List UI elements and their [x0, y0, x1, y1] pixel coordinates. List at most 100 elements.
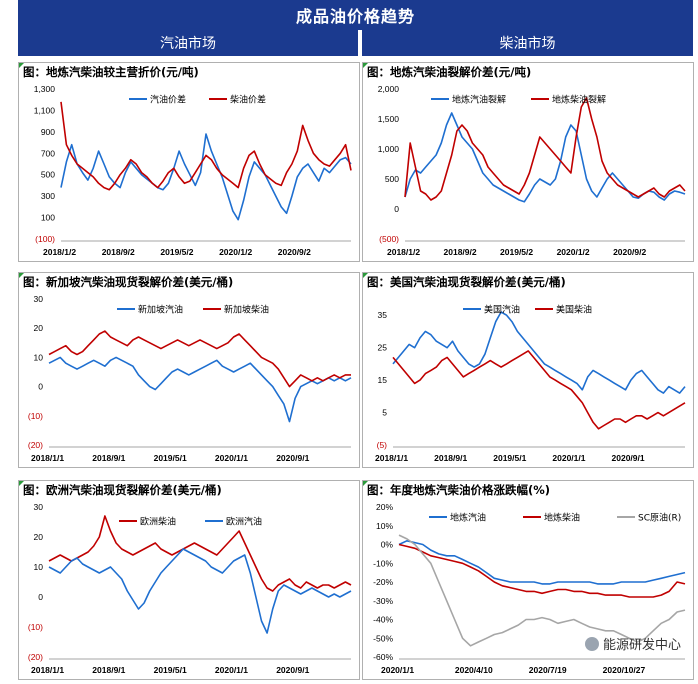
- series-line: [398, 539, 686, 585]
- y-tick-label: 35: [378, 310, 388, 320]
- x-tick-label: 2019/5/1: [154, 665, 187, 675]
- series-line: [48, 356, 352, 423]
- x-tick-label: 2020/1/1: [215, 453, 248, 463]
- series-line: [398, 534, 686, 647]
- series-line: [392, 350, 686, 430]
- y-tick-label: 900: [41, 127, 55, 137]
- y-tick-label: (20): [28, 652, 43, 662]
- chart-title: 图：新加坡汽柴油现货裂解价差(美元/桶): [18, 273, 234, 289]
- series-line: [48, 515, 352, 592]
- page-banner: 成品油价格趋势: [18, 0, 693, 30]
- y-tick-label: 300: [41, 191, 55, 201]
- y-tick-label: (500): [379, 234, 399, 244]
- x-tick-label: 2020/9/2: [613, 247, 646, 257]
- chart-panel-discount: 1,300 1,100 900 700 500 300 100 (100) 2018/1/2 20…: [18, 62, 360, 262]
- legend-label: 新加坡汽油: [138, 304, 183, 316]
- y-tick-label: 15: [378, 375, 388, 385]
- chart-svg: 20% 10% 0% -10% -20% -30% -40% -50% -60% 2020/1/1…: [373, 502, 686, 675]
- chart-title: 图：美国汽柴油现货裂解价差(美元/桶): [363, 273, 566, 289]
- y-tick-label: 1,000: [378, 144, 400, 154]
- x-tick-label: 2019/5/1: [493, 453, 526, 463]
- y-tick-label: 10%: [376, 521, 393, 531]
- y-tick-label: -30%: [373, 596, 393, 606]
- y-tick-label: -40%: [373, 615, 393, 625]
- chart-panel-crack-rmb: 2,000 1,500 1,000 500 0 (500) 2018/1/2 2018/9/2…: [362, 62, 694, 262]
- x-tick-label: 2018/9/2: [444, 247, 477, 257]
- x-tick-label: 2019/5/2: [500, 247, 533, 257]
- series-line: [392, 311, 686, 394]
- legend-label: SC原油(R): [638, 512, 681, 524]
- y-tick-label: (20): [28, 440, 43, 450]
- legend-label: 地炼柴油: [544, 512, 580, 524]
- wechat-icon: [584, 636, 599, 651]
- chart-svg: 35 25 15 5 (5) 2018/1/1 2018/9/1 2019/5/1 2020/1…: [375, 304, 686, 463]
- x-tick-label: 2019/5/1: [154, 453, 187, 463]
- x-tick-label: 2020/9/2: [278, 247, 311, 257]
- x-tick-label: 2018/1/1: [31, 665, 64, 675]
- chart-panel-us: 35 25 15 5 (5) 2018/1/1 2018/9/1 2019/5/1 2020/1…: [362, 272, 694, 468]
- chart-panel-singapore: 30 20 10 0 (10) (20) 2018/1/1 2018/9/1 2019/5/1 2…: [18, 272, 360, 468]
- y-tick-label: -20%: [373, 577, 393, 587]
- x-tick-label: 2018/1/1: [375, 453, 408, 463]
- y-tick-label: 1,100: [34, 105, 56, 115]
- chart-svg: 30 20 10 0 (10) (20) 2018/1/1 2018/9/1 2019/5/1 2…: [28, 294, 352, 463]
- y-tick-label: 500: [41, 170, 55, 180]
- legend-label: 新加坡柴油: [224, 304, 269, 316]
- x-tick-label: 2020/1/1: [215, 665, 248, 675]
- legend-label: 美国柴油: [556, 304, 592, 316]
- legend-label: 美国汽油: [484, 304, 520, 316]
- y-tick-label: 2,000: [378, 84, 400, 94]
- y-tick-label: 1,300: [34, 84, 56, 94]
- x-tick-label: 2020/1/2: [557, 247, 590, 257]
- chart-panel-europe: 30 20 10 0 (10) (20) 2018/1/1 2018/9/1 2019/5/1 2…: [18, 480, 360, 680]
- x-tick-label: 2018/9/1: [92, 665, 125, 675]
- chart-panel-annual-change: 20% 10% 0% -10% -20% -30% -40% -50% -60% 2020/1/1…: [362, 480, 694, 680]
- legend-label: 柴油价差: [230, 94, 266, 106]
- series-line: [404, 97, 686, 201]
- y-tick-label: 30: [34, 502, 44, 512]
- series-line: [404, 112, 686, 203]
- y-tick-label: 1,500: [378, 114, 400, 124]
- y-tick-label: 100: [41, 213, 55, 223]
- y-tick-label: 20%: [376, 502, 393, 512]
- legend-label: 地炼柴油裂解: [552, 94, 606, 106]
- x-tick-label: 2020/9/1: [612, 453, 645, 463]
- y-tick-label: (5): [377, 440, 388, 450]
- y-tick-label: 700: [41, 148, 55, 158]
- legend-label: 地炼汽油: [450, 512, 486, 524]
- y-tick-label: 0: [38, 592, 43, 602]
- y-tick-label: (10): [28, 411, 43, 421]
- y-tick-label: -60%: [373, 652, 393, 662]
- chart-title: 图：欧洲汽柴油现货裂解价差(美元/桶): [19, 481, 222, 497]
- chart-svg: 30 20 10 0 (10) (20) 2018/1/1 2018/9/1 2019/5/1 2…: [28, 502, 352, 675]
- legend-label: 欧洲汽油: [226, 516, 262, 528]
- y-tick-label: 0%: [381, 540, 394, 550]
- x-tick-label: 2020/9/1: [276, 665, 309, 675]
- x-tick-label: 2018/1/2: [43, 247, 76, 257]
- y-tick-label: 10: [34, 352, 44, 362]
- x-tick-label: 2020/4/10: [455, 665, 493, 675]
- x-tick-label: 2018/9/1: [92, 453, 125, 463]
- x-tick-label: 2018/9/2: [102, 247, 135, 257]
- series-line: [48, 548, 352, 634]
- y-tick-label: (100): [35, 234, 55, 244]
- y-tick-label: 20: [34, 323, 44, 333]
- legend-label: 欧洲柴油: [140, 516, 176, 528]
- x-tick-label: 2020/1/1: [552, 453, 585, 463]
- legend-label: 汽油价差: [150, 94, 186, 106]
- series-line: [60, 101, 352, 191]
- legend-label: 地炼汽油裂解: [452, 94, 506, 106]
- y-tick-label: -50%: [373, 633, 393, 643]
- x-tick-label: 2020/1/2: [219, 247, 252, 257]
- series-line: [398, 543, 686, 598]
- y-tick-label: 0: [38, 382, 43, 392]
- y-tick-label: 500: [385, 174, 399, 184]
- chart-svg: 1,300 1,100 900 700 500 300 100 (100) 2018/1/2 20…: [34, 84, 352, 257]
- y-tick-label: 20: [34, 532, 44, 542]
- x-tick-label: 2020/7/19: [529, 665, 567, 675]
- series-line: [48, 330, 351, 388]
- y-tick-label: 5: [382, 408, 387, 418]
- y-tick-label: 10: [34, 562, 44, 572]
- x-tick-label: 2018/9/1: [434, 453, 467, 463]
- section-header-diesel: 柴油市场: [362, 30, 693, 56]
